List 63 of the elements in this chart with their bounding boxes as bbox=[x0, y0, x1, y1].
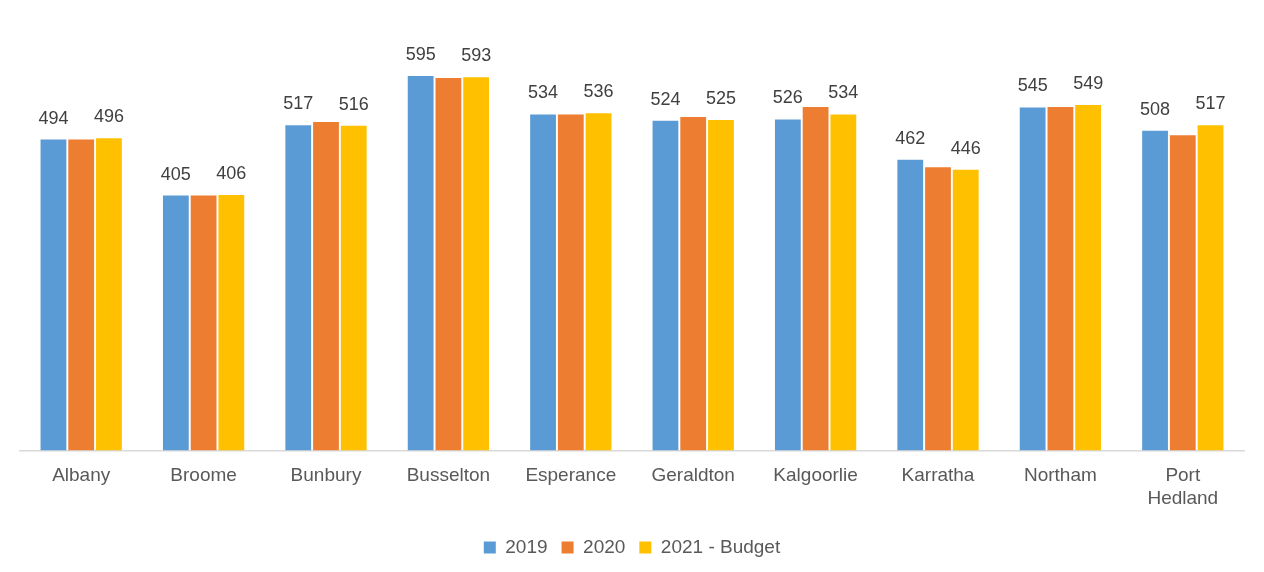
bar bbox=[285, 125, 312, 451]
bar bbox=[313, 121, 339, 451]
data-label: 593 bbox=[461, 45, 492, 66]
x-tick-label: Busselton bbox=[406, 464, 491, 486]
data-label: 534 bbox=[828, 82, 859, 103]
bar bbox=[774, 119, 801, 451]
bar bbox=[897, 159, 924, 451]
bar bbox=[40, 139, 67, 451]
data-label: 595 bbox=[405, 44, 436, 65]
x-tick-label: Geraldton bbox=[651, 464, 735, 486]
data-label: 534 bbox=[528, 82, 559, 103]
data-label: 406 bbox=[216, 162, 247, 183]
data-label: 508 bbox=[1140, 98, 1171, 119]
bar bbox=[162, 195, 189, 451]
legend-label: 2019 bbox=[505, 535, 548, 557]
bar bbox=[1142, 130, 1168, 451]
data-label: 462 bbox=[895, 127, 926, 148]
bar bbox=[585, 113, 612, 451]
bar bbox=[1075, 105, 1102, 451]
bar bbox=[802, 106, 829, 451]
data-label: 446 bbox=[950, 137, 981, 158]
data-label: 525 bbox=[705, 88, 736, 109]
data-label: 494 bbox=[38, 107, 69, 128]
data-label: 545 bbox=[1017, 75, 1048, 96]
bar bbox=[340, 125, 367, 451]
x-tick-label: Broome bbox=[170, 464, 237, 486]
data-label: 524 bbox=[650, 88, 681, 109]
bar bbox=[190, 195, 217, 451]
bar bbox=[925, 167, 951, 451]
data-label: 536 bbox=[583, 81, 614, 102]
x-tick-label: Karratha bbox=[901, 464, 975, 486]
data-label: 496 bbox=[93, 106, 124, 127]
data-label: 517 bbox=[283, 93, 314, 114]
bar bbox=[557, 114, 584, 451]
x-tick-label: Kalgoorlie bbox=[773, 464, 858, 486]
bar bbox=[708, 120, 734, 451]
bar bbox=[1019, 107, 1046, 451]
bar bbox=[435, 77, 462, 451]
bar bbox=[652, 120, 679, 451]
bar bbox=[952, 169, 979, 451]
data-label: 526 bbox=[772, 87, 803, 108]
bar bbox=[463, 77, 490, 451]
x-tick-label: Port Hedland bbox=[1147, 464, 1219, 508]
data-label: 405 bbox=[160, 163, 191, 184]
legend-label: 2021 - Budget bbox=[660, 535, 781, 557]
legend-label: 2020 bbox=[583, 535, 626, 557]
bar bbox=[680, 116, 707, 451]
x-tick-label: Albany bbox=[52, 464, 111, 486]
x-tick-label: Northam bbox=[1023, 464, 1097, 486]
x-tick-label: Bunbury bbox=[290, 464, 362, 486]
bar bbox=[218, 194, 245, 451]
bar bbox=[1169, 135, 1196, 451]
bar bbox=[830, 114, 857, 451]
bar bbox=[1197, 125, 1224, 451]
x-tick-label: Esperance bbox=[525, 464, 617, 486]
data-label: 517 bbox=[1195, 93, 1226, 114]
data-label: 516 bbox=[338, 93, 369, 114]
bar bbox=[1047, 106, 1074, 451]
bar bbox=[96, 138, 122, 451]
bar bbox=[530, 114, 556, 451]
data-label: 549 bbox=[1073, 72, 1104, 93]
bar bbox=[68, 139, 95, 451]
bar bbox=[407, 76, 434, 451]
